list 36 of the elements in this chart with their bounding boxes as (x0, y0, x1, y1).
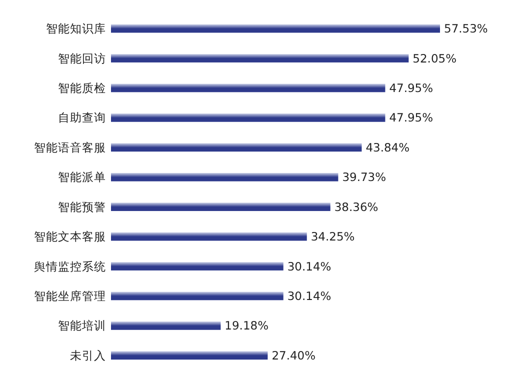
y-tick-label: 智能培训 (58, 318, 106, 333)
y-tick-label: 智能坐席管理 (34, 289, 106, 304)
y-tick-label: 智能文本客服 (34, 230, 106, 244)
data-label: 47.95% (389, 110, 434, 125)
bar (111, 114, 386, 122)
bar (111, 322, 221, 330)
bar (111, 202, 330, 212)
bar (111, 24, 440, 33)
data-label: 19.18% (224, 318, 269, 333)
y-tick-label: 智能语音客服 (34, 140, 106, 154)
y-tick-label: 智能预警 (58, 200, 106, 214)
bar (111, 232, 307, 241)
data-label: 57.53% (444, 22, 488, 36)
bar (111, 84, 386, 92)
bar (111, 54, 409, 62)
y-tick-label: 智能派单 (58, 170, 106, 184)
data-label: 38.36% (334, 200, 378, 214)
y-tick-label: 智能质检 (58, 81, 106, 96)
data-label: 43.84% (366, 140, 410, 154)
bar (111, 172, 338, 182)
data-label: 30.14% (287, 289, 332, 304)
y-tick-label: 智能回访 (58, 51, 106, 66)
data-label: 47.95% (389, 81, 434, 96)
y-tick-label: 舆情监控系统 (34, 259, 106, 274)
bar (111, 351, 268, 360)
bar (111, 143, 362, 152)
bar (111, 292, 284, 300)
y-tick-label: 自助查询 (58, 110, 106, 125)
y-tick-label: 未引入 (70, 348, 106, 362)
data-label: 30.14% (287, 259, 332, 274)
bar (111, 262, 284, 270)
data-label: 52.05% (412, 51, 457, 66)
data-label: 27.40% (272, 348, 316, 362)
y-tick-label: 智能知识库 (46, 22, 106, 36)
data-label: 34.25% (310, 230, 355, 244)
data-label: 39.73% (342, 170, 386, 184)
